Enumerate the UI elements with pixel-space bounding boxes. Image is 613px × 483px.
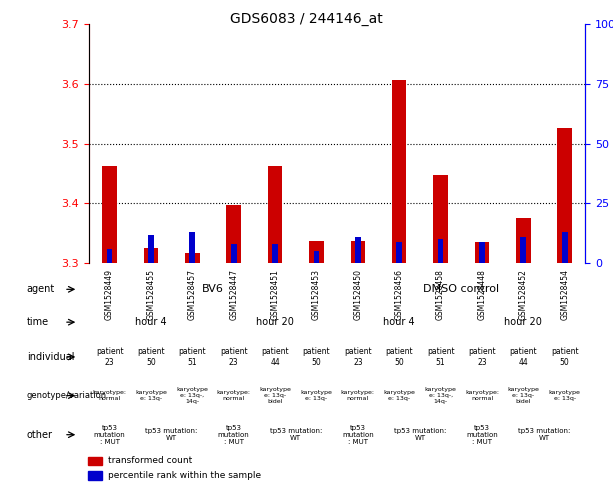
Bar (189, 232, 195, 263)
Text: GDS6083 / 244146_at: GDS6083 / 244146_at (230, 12, 383, 26)
Text: individual: individual (27, 352, 74, 362)
Text: transformed count: transformed count (108, 456, 192, 466)
Text: tp53 mutation:
WT: tp53 mutation: WT (270, 428, 322, 441)
Bar (351, 241, 365, 263)
Text: BV6: BV6 (202, 284, 224, 294)
Text: time: time (27, 317, 49, 327)
Text: patient
23: patient 23 (468, 347, 496, 367)
Text: karyotype:
normal: karyotype: normal (217, 390, 251, 401)
Bar (479, 242, 485, 263)
Bar (314, 251, 319, 263)
Bar (226, 205, 241, 263)
Text: tp53 mutation:
WT: tp53 mutation: WT (394, 428, 446, 441)
Text: karyotype:
normal: karyotype: normal (465, 390, 499, 401)
Bar (185, 253, 200, 263)
Text: percentile rank within the sample: percentile rank within the sample (108, 471, 261, 480)
Text: patient
50: patient 50 (303, 347, 330, 367)
Bar (438, 239, 443, 263)
Text: tp53 mutation:
WT: tp53 mutation: WT (518, 428, 570, 441)
Bar (88, 471, 102, 480)
Text: patient
50: patient 50 (386, 347, 413, 367)
Text: tp53 mutation:
WT: tp53 mutation: WT (145, 428, 198, 441)
Text: hour 20: hour 20 (504, 317, 543, 327)
Text: tp53
mutation
: MUT: tp53 mutation : MUT (218, 425, 249, 445)
Bar (392, 80, 406, 263)
Text: tp53
mutation
: MUT: tp53 mutation : MUT (466, 425, 498, 445)
Text: karyotype:
normal: karyotype: normal (93, 390, 126, 401)
Text: karyotype
e: 13q-
bidel: karyotype e: 13q- bidel (508, 387, 539, 404)
Bar (433, 175, 448, 263)
Text: karyotype
e: 13q-,
14q-: karyotype e: 13q-, 14q- (425, 387, 457, 404)
Bar (102, 166, 117, 263)
Text: DMSO control: DMSO control (423, 284, 500, 294)
Text: agent: agent (27, 284, 55, 294)
Bar (562, 232, 568, 263)
Text: patient
44: patient 44 (261, 347, 289, 367)
Text: patient
51: patient 51 (427, 347, 454, 367)
Bar (516, 218, 531, 263)
Bar (268, 167, 283, 263)
Text: hour 4: hour 4 (135, 317, 167, 327)
Bar (520, 237, 526, 263)
Text: patient
44: patient 44 (509, 347, 537, 367)
Text: patient
51: patient 51 (178, 347, 206, 367)
Text: karyotype
e: 13q-
bidel: karyotype e: 13q- bidel (259, 387, 291, 404)
Bar (148, 235, 154, 263)
Bar (557, 128, 572, 263)
Text: patient
23: patient 23 (344, 347, 371, 367)
Text: karyotype
e: 13q-,
14q-: karyotype e: 13q-, 14q- (177, 387, 208, 404)
Bar (474, 242, 489, 263)
Text: karyotype
e: 13q-: karyotype e: 13q- (383, 390, 415, 401)
Text: patient
23: patient 23 (96, 347, 123, 367)
Bar (88, 457, 102, 465)
Bar (272, 244, 278, 263)
Text: genotype/variation: genotype/variation (27, 391, 107, 400)
Text: karyotype
e: 13q-: karyotype e: 13q- (135, 390, 167, 401)
Bar (355, 237, 360, 263)
Bar (309, 241, 324, 263)
Text: hour 20: hour 20 (256, 317, 294, 327)
Text: hour 4: hour 4 (383, 317, 415, 327)
Text: patient
50: patient 50 (137, 347, 165, 367)
Text: patient
23: patient 23 (220, 347, 248, 367)
Text: patient
50: patient 50 (551, 347, 579, 367)
Text: tp53
mutation
: MUT: tp53 mutation : MUT (94, 425, 126, 445)
Text: other: other (27, 430, 53, 440)
Bar (107, 249, 112, 263)
Bar (143, 248, 158, 263)
Text: karyotype
e: 13q-: karyotype e: 13q- (300, 390, 332, 401)
Text: tp53
mutation
: MUT: tp53 mutation : MUT (342, 425, 374, 445)
Bar (231, 244, 237, 263)
Text: karyotype
e: 13q-: karyotype e: 13q- (549, 390, 581, 401)
Text: karyotype:
normal: karyotype: normal (341, 390, 375, 401)
Bar (397, 242, 402, 263)
